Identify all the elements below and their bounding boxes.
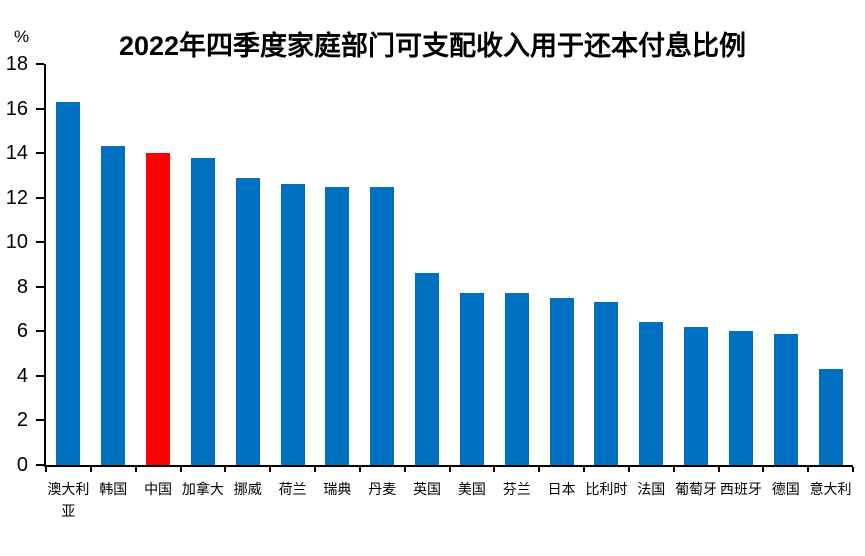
x-category-label-france: 法国: [637, 481, 666, 497]
x-tick-14: [672, 467, 675, 472]
x-tick-17: [807, 467, 810, 472]
y-tick-label-8: 8: [16, 275, 28, 298]
x-category-label-denmark: 丹麦: [368, 481, 397, 497]
x-tick-0: [45, 467, 47, 472]
y-tick-label-16: 16: [5, 97, 28, 120]
y-tick-label-4: 4: [16, 364, 28, 387]
x-category-label-south-korea: 韩国: [99, 481, 128, 497]
bar-canada: [190, 157, 215, 465]
x-category-label-uk: 英国: [413, 481, 442, 497]
x-category-label-finland: 芬兰: [502, 481, 531, 497]
x-category-label-norway: 挪威: [233, 481, 262, 497]
x-tick-12: [583, 467, 585, 472]
y-tick-10: [36, 241, 44, 244]
x-tick-18: [852, 467, 854, 472]
y-tick-16: [36, 107, 44, 110]
x-tick-8: [403, 467, 406, 472]
y-axis-line: [44, 64, 46, 467]
x-tick-11: [538, 467, 541, 472]
x-category-label-china: 中国: [144, 481, 173, 497]
x-category-label-japan: 日本: [547, 481, 576, 497]
x-tick-4: [224, 467, 227, 472]
x-category-label-australia: 澳大利亚: [47, 481, 90, 519]
bar-denmark: [370, 186, 395, 465]
y-tick-2: [36, 419, 44, 422]
y-tick-label-10: 10: [5, 231, 28, 254]
x-tick-1: [89, 467, 92, 472]
x-category-label-portugal: 葡萄牙: [675, 481, 718, 497]
x-category-label-germany: 德国: [771, 481, 800, 497]
y-tick-0: [36, 464, 44, 466]
bar-usa: [459, 293, 484, 465]
x-category-label-belgium: 比利时: [585, 481, 628, 497]
bar-sweden: [325, 186, 350, 465]
y-tick-label-18: 18: [5, 53, 28, 75]
y-axis-unit-label: %: [14, 27, 30, 46]
x-axis-line: [44, 465, 853, 467]
bar-japan: [549, 297, 574, 465]
bar-italy: [818, 369, 843, 465]
y-tick-label-0: 0: [16, 454, 28, 476]
bar-netherlands: [280, 184, 305, 465]
y-tick-label-12: 12: [5, 186, 28, 209]
x-tick-10: [493, 467, 496, 472]
x-tick-13: [627, 467, 630, 472]
x-category-label-spain: 西班牙: [719, 481, 762, 497]
x-category-label-italy: 意大利: [809, 481, 852, 497]
x-category-label-usa: 美国: [457, 481, 486, 497]
x-category-label-canada: 加拿大: [181, 481, 224, 497]
y-tick-4: [36, 374, 44, 377]
bar-australia: [56, 101, 81, 465]
x-tick-3: [179, 467, 182, 472]
bar-south-korea: [101, 146, 126, 465]
bar-finland: [504, 293, 529, 465]
y-tick-12: [36, 196, 44, 199]
y-tick-6: [36, 330, 44, 333]
bar-france: [639, 322, 664, 465]
bar-china-highlighted: [146, 153, 171, 465]
bar-uk: [415, 273, 440, 465]
bar-norway: [235, 177, 260, 465]
y-tick-14: [36, 152, 44, 155]
x-tick-6: [314, 467, 316, 472]
y-tick-label-2: 2: [16, 409, 28, 432]
plot-area: 0 2 4 6 8 10 12 14 16 18 澳大利亚 韩国 中国 加拿大 挪威 荷兰 瑞典 丹麦 英国 美国 芬兰…: [6, 54, 854, 519]
bar-spain: [728, 331, 753, 465]
chart-title: 2022年四季度家庭部门可支配收入用于还本付息比例: [118, 31, 747, 61]
x-tick-16: [762, 467, 765, 472]
bar-belgium: [594, 302, 619, 465]
x-tick-9: [448, 467, 451, 472]
bar-portugal: [684, 326, 709, 465]
y-tick-label-6: 6: [16, 320, 28, 343]
x-tick-15: [717, 467, 720, 472]
y-tick-8: [36, 285, 44, 288]
y-tick-18: [36, 63, 44, 65]
bar-germany: [773, 333, 798, 465]
x-category-label-sweden: 瑞典: [323, 481, 352, 497]
x-category-label-netherlands: 荷兰: [278, 481, 307, 497]
x-tick-2: [134, 467, 137, 472]
y-tick-label-14: 14: [5, 142, 28, 165]
x-tick-5: [269, 467, 272, 472]
x-tick-7: [358, 467, 361, 472]
